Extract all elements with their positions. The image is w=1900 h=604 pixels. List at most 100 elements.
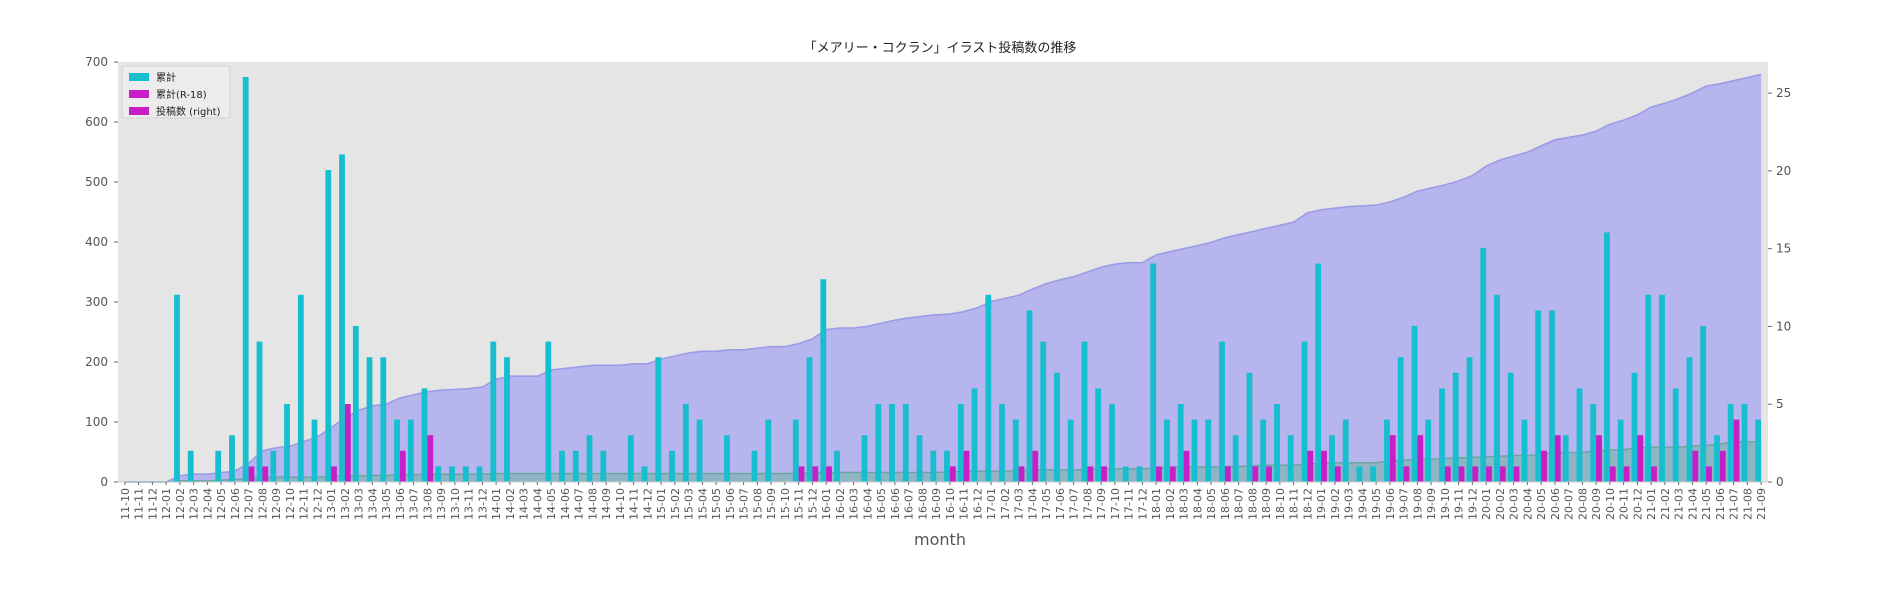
bar-cumulative [339,154,345,482]
x-tick-label: 19-11 [1453,488,1466,520]
x-tick-label: 13-06 [394,488,407,520]
bar-cumulative [1631,372,1638,482]
bar-cumulative [215,450,222,482]
x-tick-label: 18-10 [1274,488,1287,520]
x-tick-label: 12-05 [215,488,228,520]
bar-cumulative [1397,357,1404,482]
x-tick-label: 17-06 [1054,488,1067,520]
x-tick-label: 13-01 [325,488,338,520]
bar-cumulative [1342,419,1349,482]
legend-swatch [129,73,149,81]
bar-r18 [1692,450,1699,482]
x-tick-label: 18-06 [1219,488,1232,520]
bar-r18 [1541,450,1547,482]
x-tick-label: 16-12 [971,488,984,520]
bar-cumulative [229,435,235,482]
bar-cumulative [1576,388,1583,482]
bar-cumulative [1425,419,1432,482]
x-tick-label: 12-03 [188,488,201,520]
bar-cumulative [1315,263,1322,482]
bar-cumulative [1164,419,1170,482]
x-tick-label: 18-07 [1233,488,1246,520]
x-tick-label: 21-06 [1714,488,1727,520]
x-tick-label: 12-11 [298,488,311,520]
bar-cumulative [1219,341,1225,482]
x-tick-label: 12-07 [243,488,256,520]
x-tick-label: 21-01 [1645,488,1658,520]
bar-cumulative [1301,341,1308,482]
x-tick-label: 15-07 [738,488,751,520]
x-tick-label: 20-10 [1604,488,1617,520]
bar-r18 [344,404,351,482]
x-tick-label: 17-01 [985,488,998,520]
x-tick-label: 11-12 [146,488,159,520]
x-tick-label: 20-05 [1535,488,1548,520]
bar-cumulative [311,419,318,482]
legend-label: 累計(R-18) [156,88,207,101]
bar-cumulative [875,404,882,482]
bar-cumulative [504,357,510,482]
bar-cumulative [1012,419,1019,482]
bar-cumulative [820,279,827,482]
x-tick-label: 11-10 [119,488,132,520]
x-tick-label: 14-07 [573,488,586,520]
x-tick-label: 17-11 [1123,488,1136,520]
y-tick-label: 500 [85,175,108,189]
bar-cumulative [682,404,689,482]
series-area-left [124,441,1762,482]
legend-swatch [129,107,149,115]
x-tick-label: 19-07 [1398,488,1411,520]
x-tick-label: 17-09 [1095,488,1108,520]
bar-cumulative [1081,341,1088,482]
bar-r18 [1733,419,1740,482]
bar-r18 [1183,450,1190,482]
x-tick-label: 12-12 [311,488,324,520]
x-axis-label: month [914,530,966,549]
bar-cumulative [1466,357,1473,482]
x-tick-label: 12-09 [270,488,283,520]
bar-r18 [1018,466,1025,482]
bar-cumulative [999,404,1005,482]
y-tick-label: 200 [85,355,108,369]
bar-cumulative [352,326,359,482]
bar-cumulative [1727,404,1734,482]
bar-cumulative [407,419,414,482]
bar-cumulative [792,419,799,482]
x-tick-label: 17-08 [1081,488,1094,520]
x-tick-label: 13-10 [449,488,462,520]
x-tick-label: 18-04 [1191,488,1204,520]
x-tick-label: 20-11 [1618,488,1631,520]
bar-r18 [262,466,269,482]
bar-r18 [1252,466,1259,482]
bar-cumulative [1287,435,1294,482]
bar-cumulative [957,404,964,482]
x-tick-label: 21-03 [1673,488,1686,520]
bar-cumulative [1617,419,1624,482]
x-tick-label: 18-02 [1164,488,1177,520]
legend-label: 累計 [156,71,176,84]
bar-cumulative [449,466,455,482]
y-tick-label: 400 [85,235,108,249]
bar-r18 [798,466,805,482]
bar-cumulative [916,435,923,482]
bar-cumulative [1260,419,1267,482]
bar-cumulative [806,357,813,482]
y2-tick-label: 10 [1776,319,1791,333]
bar-cumulative [1645,294,1652,482]
bar-r18 [1486,466,1492,482]
bar-cumulative [1109,404,1115,482]
bar-r18 [331,466,337,482]
bar-cumulative [284,404,290,482]
bar-cumulative [559,450,565,482]
x-tick-label: 12-02 [174,488,187,520]
bar-cumulative [751,450,758,482]
x-tick-label: 12-06 [229,488,242,520]
bar-cumulative [1521,419,1528,482]
bar-r18 [1417,435,1424,482]
bar-cumulative [1232,435,1239,482]
bar-cumulative [174,294,180,482]
bar-cumulative [861,435,868,482]
y-tick-label: 100 [85,415,108,429]
y-tick-label: 700 [85,55,108,69]
